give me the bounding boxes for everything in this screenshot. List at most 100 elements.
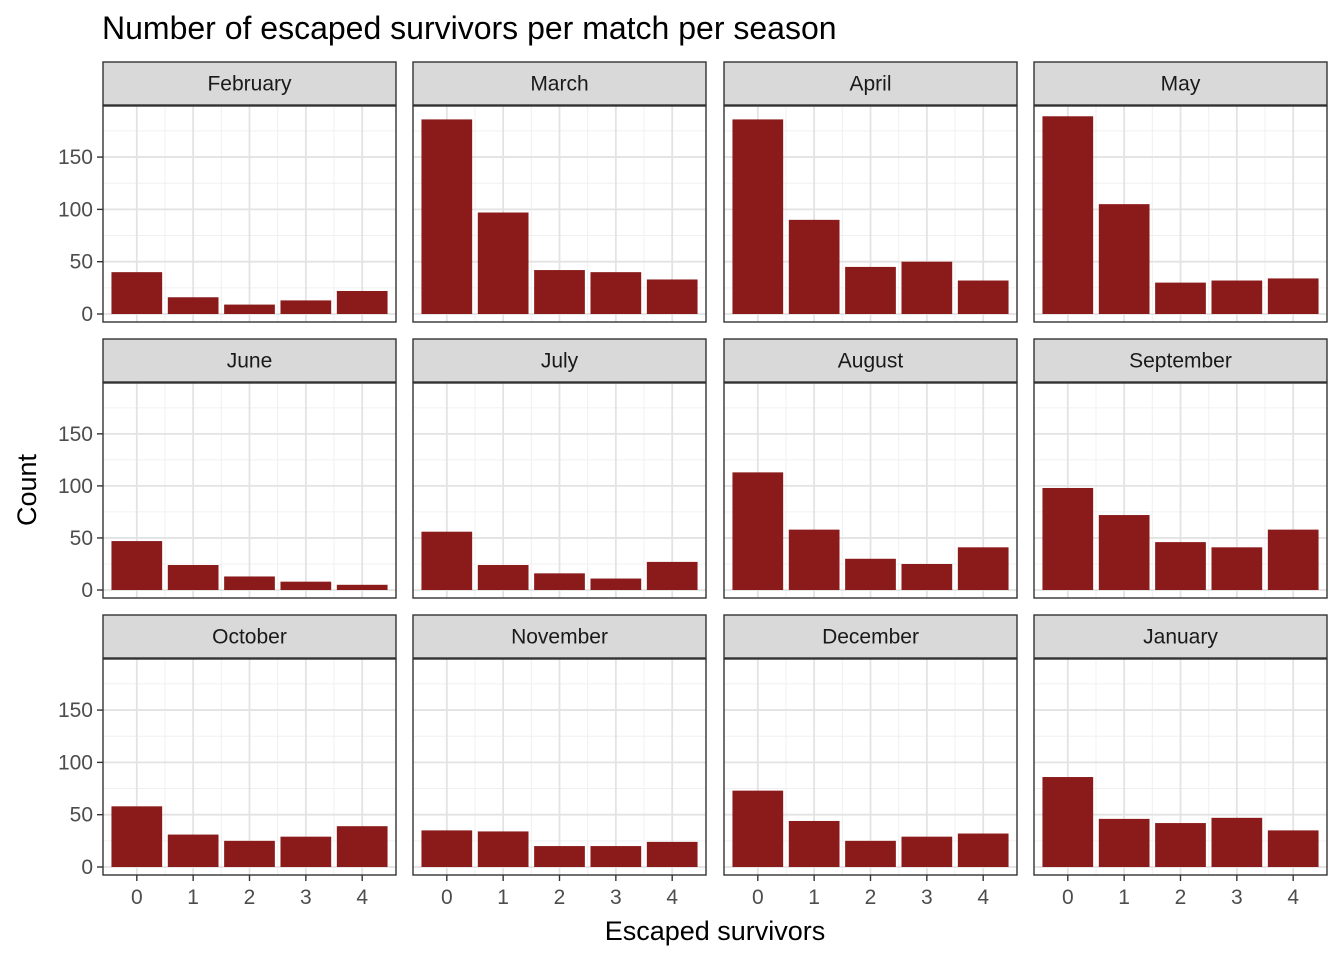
x-tick-label: 3	[610, 886, 622, 909]
facet-september: September	[1033, 338, 1328, 599]
bar	[901, 261, 953, 314]
facet-march: March	[412, 61, 707, 323]
bar	[421, 119, 473, 315]
x-tick-label: 3	[300, 886, 312, 909]
bar	[1267, 830, 1319, 867]
y-tick-label: 50	[70, 527, 93, 550]
x-tick-label: 4	[356, 886, 368, 909]
x-tick-label: 4	[666, 886, 678, 909]
bar	[1211, 547, 1263, 590]
panel-border	[412, 382, 707, 599]
facet-july: July	[412, 338, 707, 599]
bar	[1267, 278, 1319, 314]
panel-border	[723, 105, 1018, 323]
bar	[1042, 777, 1094, 867]
panel-border	[102, 382, 397, 599]
bar	[280, 581, 332, 590]
bar	[1098, 204, 1150, 314]
facet-strip-label: January	[1143, 626, 1218, 649]
bar	[1211, 817, 1263, 867]
bar	[732, 472, 784, 590]
x-tick-label: 1	[187, 886, 199, 909]
bar	[1155, 282, 1206, 314]
y-axis-title: Count	[12, 453, 42, 526]
bar	[788, 219, 840, 314]
bar	[590, 272, 642, 314]
x-tick-label: 1	[808, 886, 820, 909]
bar	[167, 297, 219, 314]
bar	[957, 547, 1009, 590]
facet-strip-label: February	[207, 73, 292, 96]
bar	[477, 212, 529, 314]
y-tick-label: 100	[58, 475, 93, 498]
x-tick-label: 1	[497, 886, 509, 909]
x-tick-label: 0	[131, 886, 143, 909]
bar	[788, 529, 840, 590]
bar	[1098, 515, 1150, 590]
x-tick-label: 0	[1062, 886, 1074, 909]
facet-strip	[1033, 338, 1328, 383]
y-tick-label: 0	[81, 303, 93, 326]
x-axis-title: Escaped survivors	[605, 916, 826, 946]
facet-strip	[412, 614, 707, 659]
bar	[1098, 818, 1150, 867]
x-tick-label: 1	[1118, 886, 1130, 909]
bar	[1211, 280, 1263, 314]
x-tick-label: 2	[554, 886, 566, 909]
facet-strip	[102, 338, 397, 383]
panel-border	[102, 105, 397, 323]
bar	[421, 531, 473, 590]
bar	[1155, 823, 1206, 867]
facet-strip	[102, 61, 397, 106]
y-tick-label: 100	[58, 198, 93, 221]
facet-strip-label: November	[511, 626, 608, 649]
bar	[167, 834, 219, 867]
bar	[646, 561, 698, 590]
bar	[590, 846, 642, 867]
bar	[957, 280, 1009, 314]
bar	[336, 584, 388, 590]
bar	[646, 841, 698, 867]
facet-strip-label: October	[212, 626, 287, 649]
facet-december: December 0 1 2 3 4	[723, 614, 1018, 909]
facet-june: June 0 50 100 150	[58, 338, 397, 602]
facet-november: November 0 1 2 3 4	[412, 614, 707, 909]
panel-border	[412, 105, 707, 323]
x-tick-label: 2	[244, 886, 256, 909]
x-tick-label: 4	[1287, 886, 1299, 909]
bar	[477, 565, 529, 590]
chart-title: Number of escaped survivors per match pe…	[102, 10, 837, 46]
y-tick-label: 150	[58, 699, 93, 722]
panel-border	[1033, 105, 1328, 323]
bar	[280, 836, 332, 867]
facet-strip	[723, 338, 1018, 383]
panel-border	[1033, 382, 1328, 599]
bar	[224, 840, 275, 867]
bar	[845, 840, 896, 867]
bar	[1042, 487, 1094, 590]
y-tick-label: 150	[58, 146, 93, 169]
bar	[280, 300, 332, 314]
bar	[901, 836, 953, 867]
y-tick-label: 0	[81, 856, 93, 879]
x-tick-label: 4	[977, 886, 989, 909]
bar	[224, 576, 275, 590]
y-tick-label: 50	[70, 804, 93, 827]
facet-january: January 0 1 2 3 4	[1033, 614, 1328, 909]
facet-may: May	[1033, 61, 1328, 323]
bar	[788, 820, 840, 867]
facet-strip-label: August	[838, 350, 904, 373]
y-tick-label: 100	[58, 751, 93, 774]
bar	[477, 831, 529, 867]
facet-strip	[412, 61, 707, 106]
y-tick-label: 50	[70, 251, 93, 274]
x-tick-label: 3	[921, 886, 933, 909]
facet-strip-label: April	[849, 73, 891, 96]
facet-april: April	[723, 61, 1018, 323]
x-tick-label: 0	[752, 886, 764, 909]
bar	[111, 806, 163, 867]
facet-august: August	[723, 338, 1018, 599]
bar	[336, 826, 388, 867]
x-tick-label: 2	[1175, 886, 1187, 909]
facet-october: October 0 50 100 150 0 1 2 3 4	[58, 614, 397, 909]
